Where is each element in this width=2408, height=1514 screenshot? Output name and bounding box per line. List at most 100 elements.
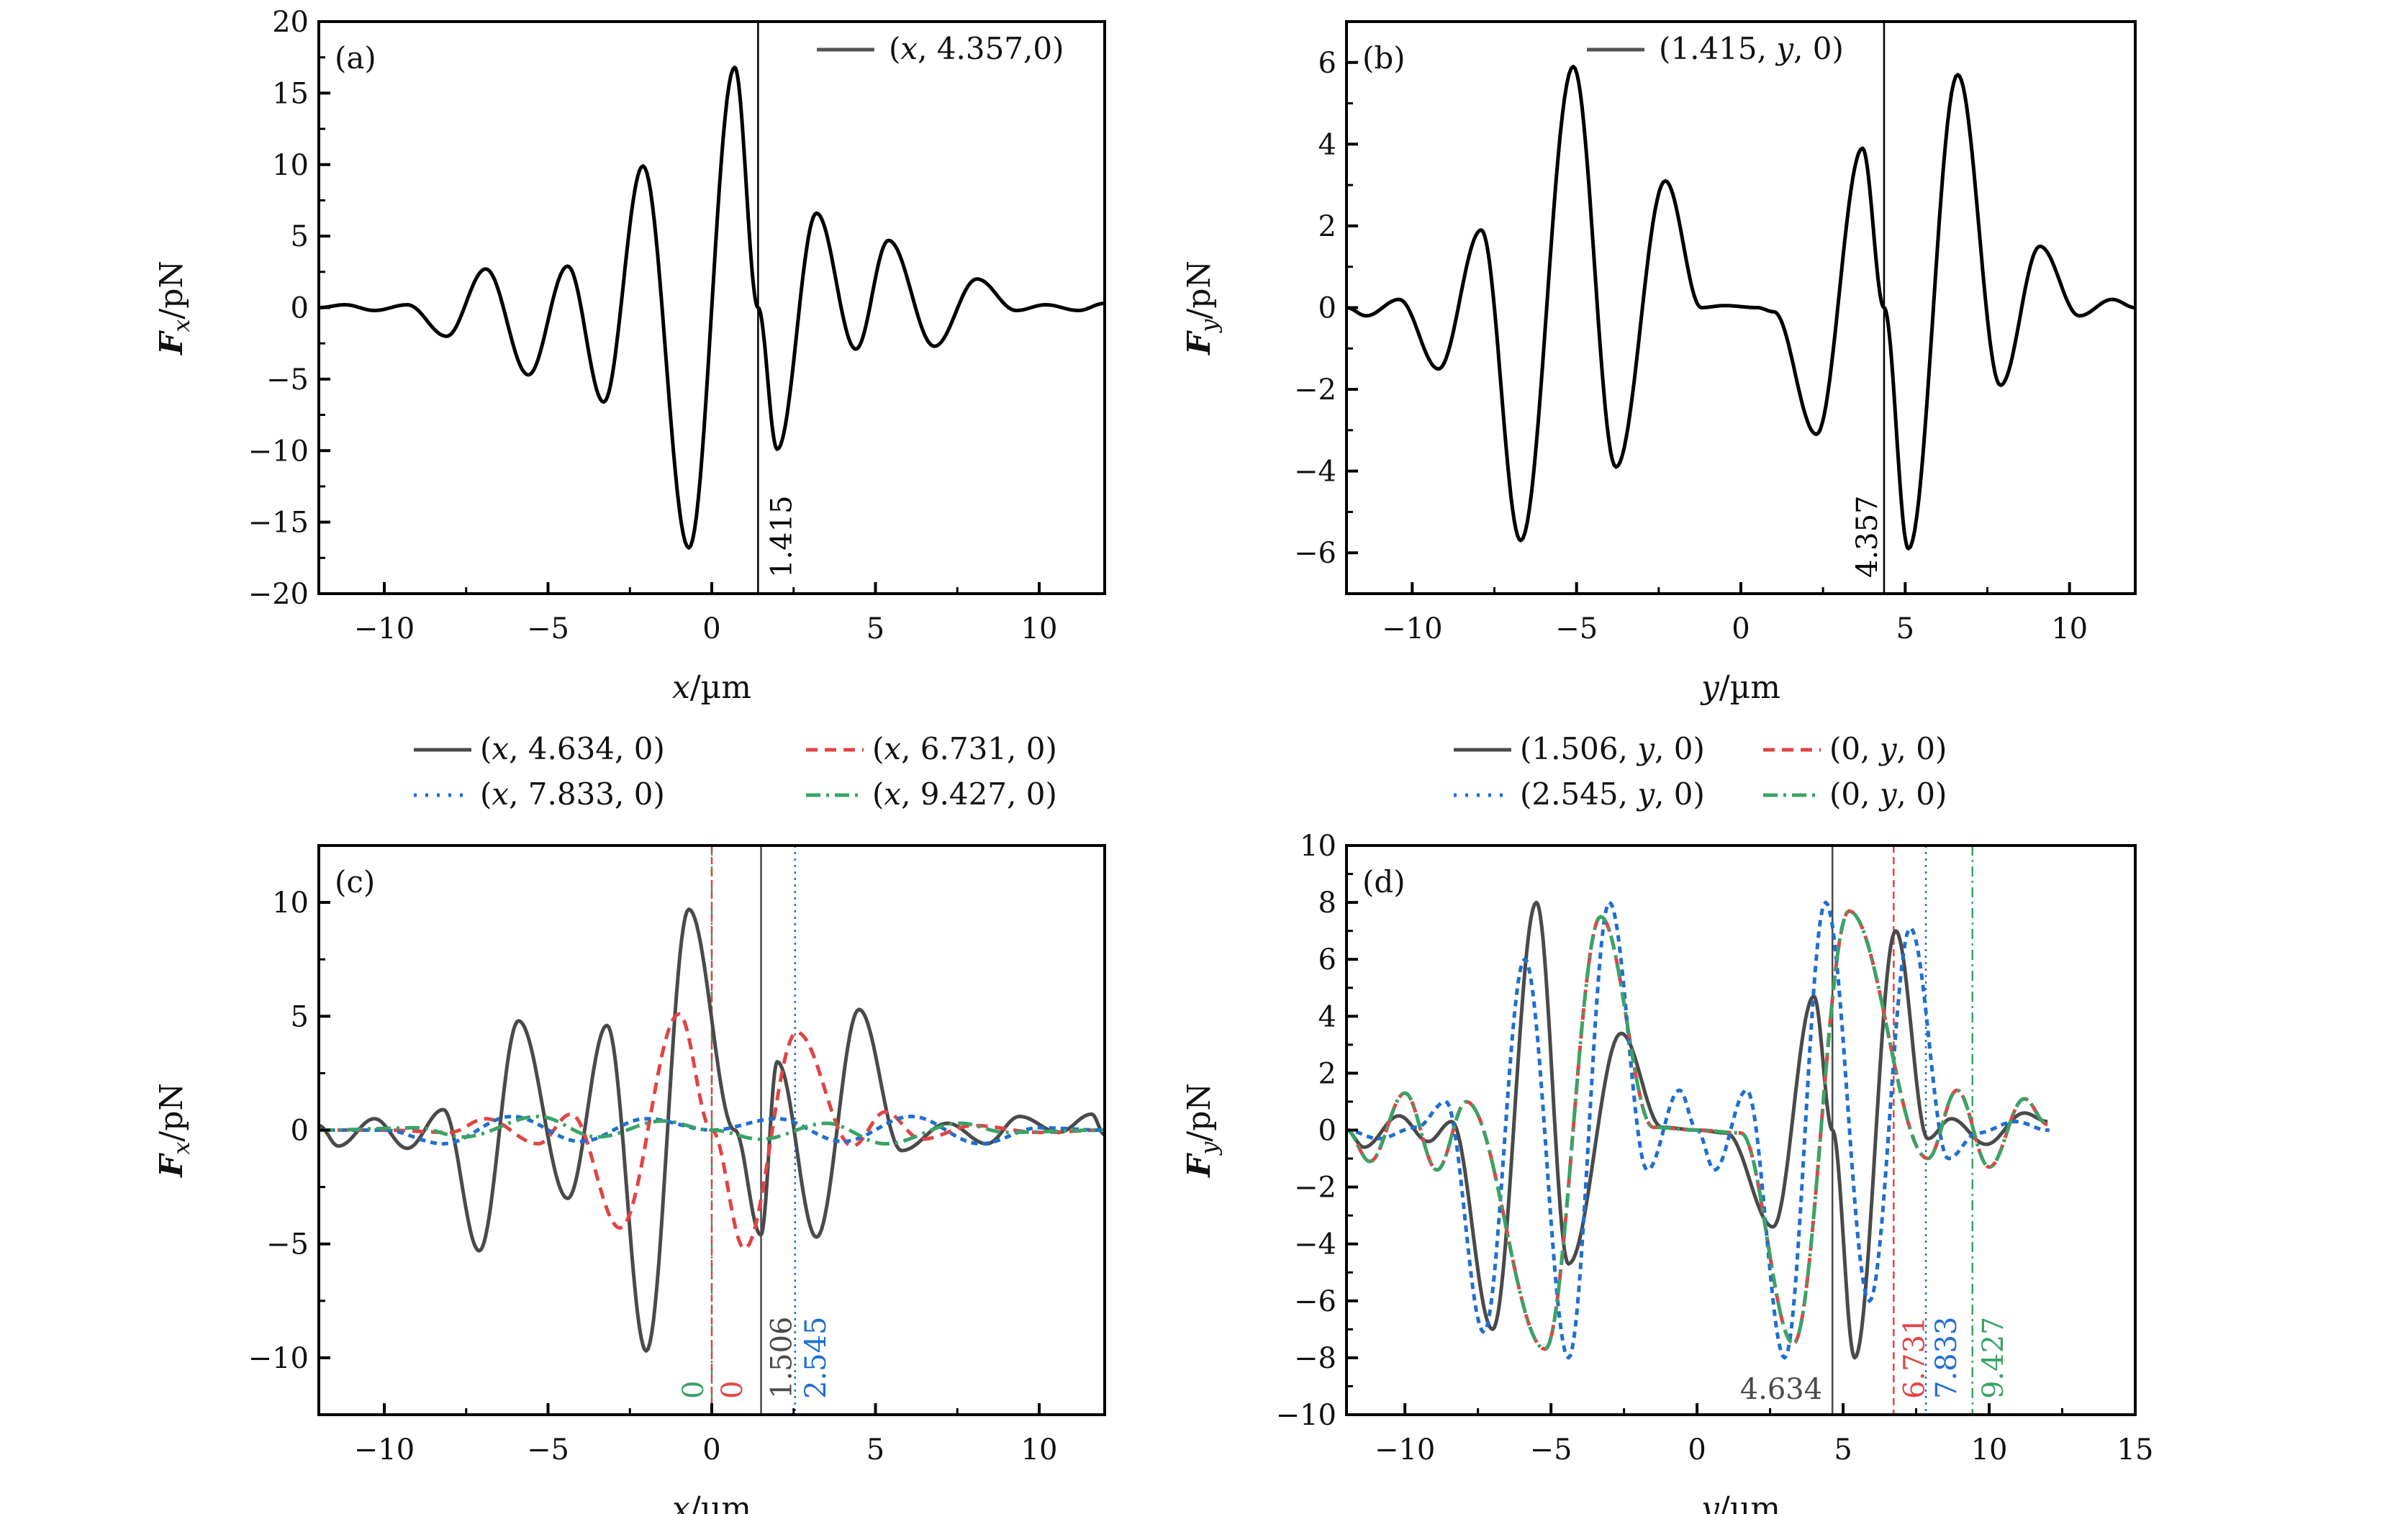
panel-a: −10 −5 0 5 10 −20 −15 −10 −5 0 5 10 15 20 x/µm Fx/pN (a)… — [153, 6, 1106, 706]
y-tick-label-a: −5 — [266, 363, 309, 396]
y-tick-label-d: 4 — [1318, 1000, 1336, 1033]
y-tick-label-b: −4 — [1294, 455, 1336, 489]
y-tick-label-c: 0 — [291, 1115, 309, 1148]
legend-c: (x, 4.634, 0) (x, 6.731, 0) (x, 7.833, 0) (… — [414, 731, 1057, 812]
series-line-c-2 — [319, 1115, 1105, 1146]
marker-label-b: 4.357 — [1851, 495, 1884, 578]
x-tick-label-a: 10 — [1021, 612, 1058, 645]
x-axis-title-d: y/µm — [1700, 1490, 1780, 1514]
y-tick-label-c: 5 — [291, 1000, 309, 1033]
y-tick-label-a: −15 — [248, 507, 309, 540]
x-tick-label-a: −10 — [354, 612, 415, 645]
x-tick-label-b: 0 — [1732, 612, 1750, 645]
panel-label-c: (c) — [335, 864, 375, 899]
x-tick-label-b: 10 — [2051, 612, 2088, 645]
y-tick-label-d: 8 — [1318, 887, 1336, 920]
y-axis-title-a: Fx/pN — [153, 260, 195, 356]
legend-label: (1.506, y, 0) — [1520, 731, 1705, 766]
y-tick-label-a: 5 — [291, 220, 309, 253]
x-tick-label-d: 5 — [1834, 1433, 1852, 1467]
x-tick-label-b: 5 — [1896, 612, 1914, 645]
y-tick-label-d: 0 — [1318, 1115, 1336, 1148]
y-tick-label-b: 2 — [1318, 210, 1336, 243]
x-tick-label-c: 0 — [702, 1433, 720, 1467]
x-tick-label-a: −5 — [527, 612, 569, 645]
x-tick-label-a: 0 — [702, 612, 720, 645]
x-tick-label-a: 5 — [866, 612, 884, 645]
legend-label: (1.415, y, 0) — [1659, 31, 1844, 66]
legend-label: (x, 9.427, 0) — [872, 776, 1057, 812]
x-axis-title-b: y/µm — [1700, 669, 1780, 706]
y-tick-label-a: 15 — [272, 77, 309, 110]
x-tick-label-c: −5 — [527, 1433, 569, 1467]
series-line-d-3 — [1346, 909, 2049, 1351]
y-tick-label-d: −10 — [1276, 1399, 1336, 1432]
y-tick-label-a: 10 — [272, 149, 309, 182]
x-tick-label-b: −10 — [1382, 612, 1442, 645]
y-tick-label-b: 4 — [1318, 128, 1336, 161]
series-line-c-3 — [319, 1115, 1105, 1146]
legend-label: (x, 4.634, 0) — [480, 731, 665, 766]
panel-d: −10 −5 0 5 10 15 −10 −8 −6 −4 −2 0 2 4 6 8 10 y/µm Fy/pN (d… — [1181, 731, 2153, 1514]
legend-label: (0, y, 0) — [1829, 731, 1947, 766]
y-tick-label-d: −2 — [1294, 1171, 1336, 1205]
marker-label-c: 0 — [716, 1381, 749, 1399]
legend-a: (x, 4.357,0) — [817, 31, 1064, 66]
x-tick-label-d: −5 — [1530, 1433, 1572, 1467]
y-tick-label-b: −2 — [1294, 373, 1336, 407]
y-tick-label-d: 10 — [1300, 830, 1336, 863]
panel-b: −10 −5 0 5 10 −6 −4 −2 0 2 4 6 y/µm Fy/pN (b) (1.415, y… — [1181, 20, 2137, 706]
y-tick-label-b: 6 — [1318, 47, 1336, 80]
marker-label-d: 6.731 — [1898, 1316, 1931, 1399]
marker-label-d: 7.833 — [1930, 1316, 1963, 1399]
y-tick-label-c: −5 — [266, 1228, 309, 1261]
series-line-c-0 — [319, 907, 1105, 1353]
marker-label-c: 0 — [677, 1381, 710, 1399]
y-axis-title-c: Fx/pN — [153, 1083, 195, 1179]
y-tick-label-d: 2 — [1318, 1057, 1336, 1090]
marker-label-a: 1.415 — [765, 495, 798, 578]
x-tick-label-d: 0 — [1688, 1433, 1706, 1467]
y-tick-label-c: −10 — [248, 1342, 309, 1375]
marker-label-c: 1.506 — [766, 1316, 799, 1399]
y-tick-label-d: −6 — [1294, 1285, 1336, 1318]
legend-label: (x, 7.833, 0) — [480, 776, 665, 812]
y-axis-title-b: Fy/pN — [1181, 260, 1223, 356]
x-tick-label-c: 5 — [866, 1433, 884, 1467]
x-tick-label-b: −5 — [1555, 612, 1598, 645]
x-axis-title-a: x/µm — [672, 669, 751, 706]
marker-label-c: 2.545 — [800, 1316, 833, 1399]
x-tick-label-d: 15 — [2117, 1433, 2154, 1467]
panel-label-d: (d) — [1362, 864, 1406, 899]
legend-label: (0, y, 0) — [1829, 776, 1947, 812]
x-tick-label-c: 10 — [1021, 1433, 1058, 1467]
y-tick-label-a: −10 — [248, 435, 309, 468]
legend-label: (x, 6.731, 0) — [872, 731, 1057, 766]
y-tick-label-b: −6 — [1294, 537, 1336, 570]
y-tick-label-d: −8 — [1294, 1342, 1336, 1375]
panel-label-a: (a) — [335, 40, 376, 76]
legend-b: (1.415, y, 0) — [1587, 31, 1844, 66]
series-line-b-0 — [1346, 65, 2135, 550]
x-tick-label-c: −10 — [354, 1433, 415, 1467]
marker-label-d: 9.427 — [1977, 1316, 2010, 1399]
y-tick-label-a: −20 — [248, 578, 309, 611]
series-line-a-0 — [319, 65, 1105, 550]
panel-c: −10 −5 0 5 10 −10 −5 0 5 10 x/µm Fx/pN (c) (x, 4.634,… — [153, 731, 1106, 1514]
plot-frame-d — [1345, 844, 2137, 1416]
panel-label-b: (b) — [1362, 40, 1406, 76]
y-tick-label-a: 0 — [291, 292, 309, 325]
x-tick-label-d: 10 — [1971, 1433, 2008, 1467]
y-tick-label-a: 20 — [272, 6, 309, 39]
y-axis-title-d: Fy/pN — [1181, 1083, 1223, 1179]
legend-label: (2.545, y, 0) — [1520, 776, 1705, 812]
legend-d: (1.506, y, 0) (0, y, 0) (2.545, y, 0) (0, y… — [1454, 731, 1947, 812]
x-axis-title-c: x/µm — [672, 1490, 751, 1514]
y-tick-label-d: −4 — [1294, 1228, 1336, 1261]
legend-label: (x, 4.357,0) — [889, 31, 1064, 66]
y-tick-label-c: 10 — [272, 887, 309, 920]
x-tick-label-d: −10 — [1375, 1433, 1435, 1467]
y-tick-label-b: 0 — [1318, 292, 1336, 325]
marker-label-d: 4.634 — [1740, 1373, 1823, 1406]
